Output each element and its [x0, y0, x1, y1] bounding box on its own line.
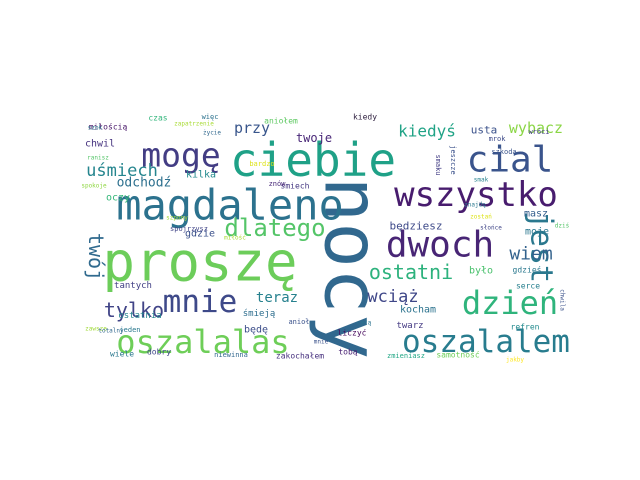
cloud-word: zmieniasz — [387, 352, 425, 360]
cloud-word: znów — [269, 180, 287, 188]
cloud-word: oczy — [106, 193, 130, 204]
cloud-word: jeden — [119, 326, 140, 334]
cloud-word: uśmiech — [86, 161, 158, 181]
cloud-word: mogę — [141, 136, 220, 175]
cloud-word: jeszcze — [449, 145, 457, 175]
cloud-word: kiedyś — [398, 122, 456, 141]
cloud-word: ciebie — [230, 133, 396, 187]
cloud-word: proszę — [102, 231, 297, 294]
cloud-word: spojrzysz — [170, 225, 208, 233]
cloud-word: dwoch — [386, 225, 494, 266]
cloud-word: będę — [244, 325, 268, 336]
cloud-word: cial — [467, 140, 554, 181]
cloud-word: twarz — [396, 321, 423, 331]
cloud-word: nocy — [308, 176, 397, 359]
cloud-word: wybacz — [509, 119, 563, 137]
cloud-word: serce — [516, 282, 540, 291]
cloud-word: wróci — [528, 128, 549, 136]
cloud-word: wszystko — [394, 175, 558, 215]
cloud-word: gdzieś — [513, 265, 542, 275]
cloud-word: gdzie — [185, 229, 215, 240]
cloud-word: dzień — [462, 284, 558, 322]
cloud-word: szkoda — [491, 148, 516, 156]
cloud-word: chwil — [85, 139, 115, 150]
cloud-word: masz — [524, 209, 548, 220]
cloud-word: twoje — [296, 131, 332, 145]
cloud-word: życie — [203, 130, 221, 137]
cloud-word: dziś — [555, 223, 570, 230]
cloud-word: tylko — [104, 298, 164, 322]
cloud-word: oszalalem — [402, 324, 570, 360]
cloud-word: aniołem — [264, 117, 298, 126]
cloud-word: słońce — [480, 225, 502, 232]
cloud-word: teraz — [256, 290, 298, 306]
cloud-word: usta — [471, 124, 498, 137]
cloud-word: miłością — [89, 122, 128, 132]
cloud-word: dobry — [147, 348, 171, 357]
cloud-word: niewinna — [214, 351, 248, 359]
cloud-word: tantych — [114, 281, 152, 291]
word-cloud-background — [80, 113, 561, 368]
cloud-word: spokoje — [81, 183, 107, 190]
cloud-word: dlatego — [224, 214, 325, 242]
cloud-word: chwila — [559, 289, 566, 311]
cloud-word: smak — [474, 177, 489, 184]
cloud-word: zapatrzenie — [174, 121, 214, 128]
cloud-word: szpony — [166, 215, 188, 222]
cloud-word: wiele — [110, 350, 134, 359]
cloud-word: kiedy — [353, 113, 377, 122]
cloud-word: znajdę — [464, 202, 486, 209]
cloud-word: wciąż — [367, 287, 418, 307]
cloud-word: smaku — [434, 154, 442, 175]
cloud-word: magdaleno — [116, 181, 344, 230]
cloud-word: mrok — [489, 135, 507, 143]
cloud-word: ostatni — [369, 260, 453, 284]
cloud-word: będziesz — [390, 220, 443, 233]
cloud-word: wiem — [509, 244, 552, 265]
cloud-word: zakochałem — [276, 352, 324, 361]
cloud-word: mnie — [314, 339, 329, 346]
cloud-word: jakby — [506, 357, 524, 364]
cloud-word: liczyć — [338, 328, 367, 338]
cloud-word: tobą — [338, 348, 357, 357]
cloud-word: samotność — [436, 350, 480, 360]
cloud-word: szok — [88, 125, 103, 132]
cloud-word: przy — [234, 119, 270, 137]
cloud-word: mnie — [163, 284, 238, 320]
cloud-word: moje — [525, 227, 549, 238]
cloud-word: było — [469, 266, 493, 277]
cloud-word: twój — [84, 233, 108, 281]
cloud-word: odchodź — [117, 176, 172, 191]
cloud-word: kocham — [400, 305, 436, 316]
cloud-word: ranisz — [87, 155, 109, 162]
cloud-word: kilka — [186, 170, 216, 181]
cloud-word: śmieją — [243, 308, 276, 319]
cloud-word: jest — [524, 211, 559, 283]
cloud-word: anioł — [288, 318, 309, 326]
cloud-word: zawsze — [85, 326, 107, 333]
cloud-word: refren — [511, 323, 540, 332]
cloud-word: totalny — [98, 328, 124, 335]
cloud-word: czas — [148, 114, 167, 123]
cloud-word: zostań — [470, 214, 492, 221]
cloud-word: śmiech — [281, 181, 310, 191]
cloud-word: więc — [202, 113, 219, 121]
cloud-word: oszalalas — [116, 323, 289, 361]
cloud-word: ostatnia — [118, 311, 161, 321]
cloud-word: miłość — [224, 235, 246, 242]
cloud-word: całą — [357, 320, 372, 327]
cloud-word: bardzo — [249, 160, 274, 168]
